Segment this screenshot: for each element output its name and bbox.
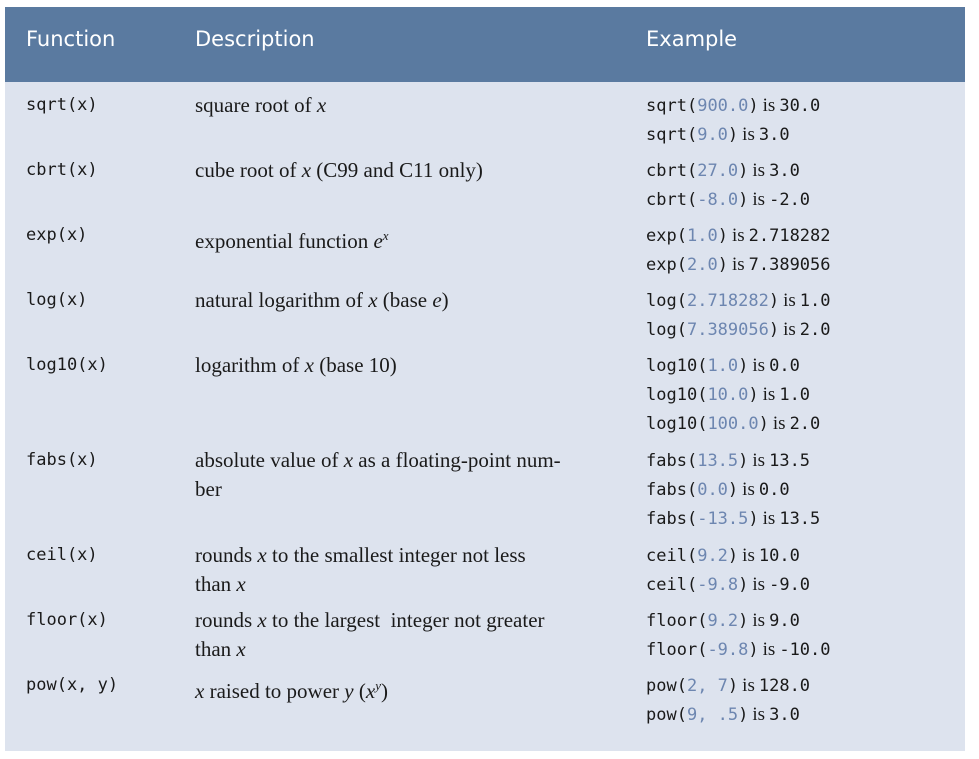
example-line: floor(9.2) is 9.0 bbox=[646, 610, 800, 631]
example-line: exp(1.0) is 2.718282 bbox=[646, 225, 831, 246]
function-description: rounds x to the smallest integer not les… bbox=[195, 543, 526, 596]
function-name: floor(x) bbox=[26, 610, 108, 630]
function-examples: exp(1.0) is 2.718282 exp(2.0) is 7.38905… bbox=[646, 221, 831, 279]
example-line: sqrt(900.0) is 30.0 bbox=[646, 95, 821, 116]
math-functions-table: Function Description Example sqrt(x) squ… bbox=[5, 7, 965, 751]
header-example: Example bbox=[646, 27, 738, 51]
function-examples: ceil(9.2) is 10.0 ceil(-9.8) is -9.0 bbox=[646, 541, 810, 599]
example-line: floor(-9.8) is -10.0 bbox=[646, 639, 831, 660]
example-line: sqrt(9.0) is 3.0 bbox=[646, 124, 790, 145]
example-line: fabs(-13.5) is 13.5 bbox=[646, 508, 821, 529]
function-description: x raised to power y (xy) bbox=[195, 678, 388, 703]
header-function: Function bbox=[26, 27, 116, 51]
function-name: ceil(x) bbox=[26, 545, 98, 565]
function-name: fabs(x) bbox=[26, 450, 98, 470]
example-line: log10(10.0) is 1.0 bbox=[646, 384, 811, 405]
example-line: cbrt(-8.0) is -2.0 bbox=[646, 189, 811, 210]
function-name: cbrt(x) bbox=[26, 160, 98, 180]
function-name: sqrt(x) bbox=[26, 95, 98, 115]
function-name: log(x) bbox=[26, 290, 88, 310]
function-description: logarithm of x (base 10) bbox=[195, 353, 397, 377]
example-line: cbrt(27.0) is 3.0 bbox=[646, 160, 800, 181]
function-name: log10(x) bbox=[26, 355, 108, 375]
function-name: exp(x) bbox=[26, 225, 88, 245]
function-description: cube root of x (C99 and C11 only) bbox=[195, 158, 483, 182]
example-line: log(7.389056) is 2.0 bbox=[646, 319, 831, 340]
function-description: absolute value of x as a floating-point … bbox=[195, 448, 561, 501]
function-description: square root of x bbox=[195, 93, 327, 117]
function-examples: floor(9.2) is 9.0 floor(-9.8) is -10.0 bbox=[646, 606, 831, 664]
function-description: rounds x to the largest integer not grea… bbox=[195, 608, 545, 661]
function-examples: fabs(13.5) is 13.5 fabs(0.0) is 0.0 fabs… bbox=[646, 446, 820, 533]
example-line: pow(2, 7) is 128.0 bbox=[646, 675, 811, 696]
example-line: fabs(0.0) is 0.0 bbox=[646, 479, 790, 500]
example-line: fabs(13.5) is 13.5 bbox=[646, 450, 811, 471]
function-examples: log10(1.0) is 0.0 log10(10.0) is 1.0 log… bbox=[646, 351, 820, 438]
function-name: pow(x, y) bbox=[26, 675, 119, 695]
example-line: log10(100.0) is 2.0 bbox=[646, 413, 821, 434]
example-line: ceil(-9.8) is -9.0 bbox=[646, 574, 811, 595]
example-line: exp(2.0) is 7.389056 bbox=[646, 254, 831, 275]
example-line: log10(1.0) is 0.0 bbox=[646, 355, 800, 376]
function-examples: cbrt(27.0) is 3.0 cbrt(-8.0) is -2.0 bbox=[646, 156, 810, 214]
example-line: pow(9, .5) is 3.0 bbox=[646, 704, 800, 725]
table-header: Function Description Example bbox=[5, 7, 965, 82]
function-description: exponential function ex bbox=[195, 228, 389, 253]
example-line: ceil(9.2) is 10.0 bbox=[646, 545, 800, 566]
function-examples: log(2.718282) is 1.0 log(7.389056) is 2.… bbox=[646, 286, 831, 344]
example-line: log(2.718282) is 1.0 bbox=[646, 290, 831, 311]
function-description: natural logarithm of x (base e) bbox=[195, 288, 449, 312]
function-examples: pow(2, 7) is 128.0 pow(9, .5) is 3.0 bbox=[646, 671, 810, 729]
header-description: Description bbox=[195, 27, 315, 51]
function-examples: sqrt(900.0) is 30.0 sqrt(9.0) is 3.0 bbox=[646, 91, 820, 149]
